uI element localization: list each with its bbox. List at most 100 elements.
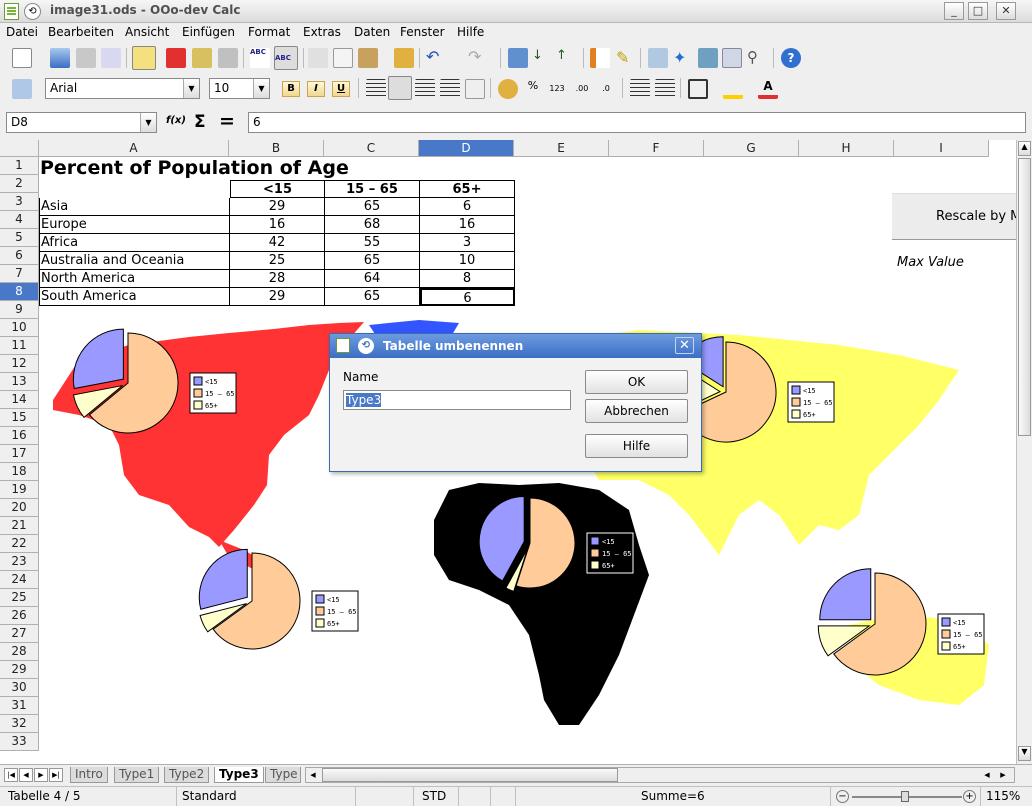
header-cell[interactable]: 15 – 65 (325, 180, 420, 198)
autospell-icon[interactable]: ABC (274, 46, 298, 70)
save-icon[interactable] (76, 48, 96, 68)
copy-icon[interactable] (333, 48, 353, 68)
font-name-dropdown[interactable]: ▼ (183, 79, 199, 98)
help-icon[interactable]: ? (781, 48, 801, 68)
row-header-18[interactable]: 18 (0, 463, 39, 481)
undo-icon[interactable]: ↶ (426, 47, 440, 66)
sheet-title[interactable]: Percent of Population of Age (40, 157, 349, 179)
row-header-17[interactable]: 17 (0, 445, 39, 463)
row-header-22[interactable]: 22 (0, 535, 39, 553)
menu-fenster[interactable]: Fenster (400, 25, 445, 39)
zoom-in-icon[interactable]: + (963, 790, 976, 803)
background-color-icon[interactable] (723, 79, 743, 99)
row-header-2[interactable]: 2 (0, 175, 39, 193)
row-header-26[interactable]: 26 (0, 607, 39, 625)
value-cell[interactable]: 42 (230, 234, 325, 252)
row-header-33[interactable]: 33 (0, 733, 39, 751)
close-button[interactable]: ✕ (996, 2, 1016, 20)
font-color-icon[interactable]: A (758, 79, 778, 99)
new-doc-icon[interactable] (12, 48, 32, 68)
value-cell[interactable]: 3 (420, 234, 515, 252)
row-header-31[interactable]: 31 (0, 697, 39, 715)
header-cell[interactable]: 65+ (420, 180, 515, 198)
minimize-button[interactable]: _ (944, 2, 964, 20)
draw-functions-icon[interactable]: ✎ (616, 48, 630, 67)
merge-cells-icon[interactable] (465, 79, 485, 99)
row-header-28[interactable]: 28 (0, 643, 39, 661)
formula-input[interactable]: 6 (248, 112, 1026, 133)
region-cell[interactable]: South America (40, 288, 230, 306)
row-header-7[interactable]: 7 (0, 265, 39, 283)
row-header-25[interactable]: 25 (0, 589, 39, 607)
add-decimal-icon[interactable]: .00 (575, 84, 589, 93)
sort-asc-icon[interactable]: ↓ (532, 48, 543, 63)
clone-icon[interactable] (394, 48, 414, 68)
maximize-button[interactable]: □ (968, 2, 988, 20)
column-header-i[interactable]: I (894, 140, 989, 157)
value-cell[interactable]: 68 (325, 216, 420, 234)
dialog-close-icon[interactable]: ✕ (675, 337, 694, 354)
edit-doc-icon[interactable] (101, 48, 121, 68)
sum-icon[interactable]: Σ (194, 112, 206, 132)
row-header-3[interactable]: 3 (0, 193, 39, 211)
value-cell[interactable]: 29 (230, 198, 325, 216)
tab-type3[interactable]: Type3 (214, 767, 264, 783)
prev-sheet-icon[interactable]: ◀ (19, 768, 33, 782)
standard-format-icon[interactable]: 123 (549, 84, 565, 93)
tab-type4[interactable]: Type (265, 767, 301, 783)
align-center-icon[interactable] (388, 76, 412, 100)
row-header-20[interactable]: 20 (0, 499, 39, 517)
horizontal-scroll-thumb[interactable] (322, 768, 618, 782)
row-header-15[interactable]: 15 (0, 409, 39, 427)
scroll-left-icon[interactable]: ◀ (310, 771, 316, 779)
name-box[interactable]: D8 (6, 112, 157, 133)
value-cell[interactable]: 29 (230, 288, 325, 306)
value-cell[interactable]: 6 (420, 198, 515, 216)
datasource-icon[interactable] (722, 48, 742, 68)
menu-extras[interactable]: Extras (303, 25, 341, 39)
status-selection-mode[interactable]: STD (422, 789, 447, 803)
tab-intro[interactable]: Intro (70, 767, 108, 783)
name-box-dropdown[interactable]: ▼ (140, 113, 156, 132)
status-page-style[interactable]: Standard (182, 789, 237, 803)
rescale-button[interactable]: Rescale by M (892, 193, 1016, 240)
vertical-scrollbar[interactable]: ▲ ▼ (1016, 140, 1032, 764)
row-header-5[interactable]: 5 (0, 229, 39, 247)
cut-icon[interactable] (308, 48, 328, 68)
navigator-icon[interactable]: ✦ (673, 48, 687, 67)
column-header-f[interactable]: F (609, 140, 704, 157)
zoom-icon[interactable]: ⚲ (747, 48, 758, 66)
menu-hilfe[interactable]: Hilfe (457, 25, 485, 39)
menu-ansicht[interactable]: Ansicht (125, 25, 170, 39)
menu-einfuegen[interactable]: Einfügen (182, 25, 235, 39)
cancel-button[interactable]: Abbrechen (585, 399, 688, 423)
value-cell[interactable]: 65 (325, 288, 420, 306)
value-cell[interactable]: 65 (325, 252, 420, 270)
percent-icon[interactable]: % (527, 79, 539, 92)
tab-type2[interactable]: Type2 (164, 767, 210, 783)
region-cell[interactable]: Africa (40, 234, 230, 252)
spellcheck-icon[interactable]: ABC (250, 48, 270, 68)
value-cell[interactable]: 16 (230, 216, 325, 234)
first-sheet-icon[interactable]: |◀ (4, 768, 18, 782)
column-header-g[interactable]: G (704, 140, 799, 157)
region-cell[interactable]: Australia and Oceania (40, 252, 230, 270)
column-header-a[interactable]: A (39, 140, 229, 157)
value-cell[interactable]: 16 (420, 216, 515, 234)
column-header-c[interactable]: C (324, 140, 419, 157)
value-cell[interactable]: 64 (325, 270, 420, 288)
open-icon[interactable] (50, 48, 70, 68)
zoom-slider-thumb[interactable] (901, 791, 909, 802)
value-cell[interactable]: 8 (420, 270, 515, 288)
row-header-13[interactable]: 13 (0, 373, 39, 391)
edit-mode-icon[interactable] (132, 46, 156, 70)
underline-button[interactable]: U (332, 81, 350, 97)
window-menu-icon[interactable]: ⟲ (24, 3, 41, 20)
menu-daten[interactable]: Daten (354, 25, 391, 39)
row-header-9[interactable]: 9 (0, 301, 39, 319)
dialog-menu-icon[interactable]: ⟲ (358, 338, 374, 354)
select-all-corner[interactable] (0, 140, 39, 157)
tab-type1[interactable]: Type1 (114, 767, 160, 783)
function-icon[interactable]: = (219, 110, 235, 132)
menu-format[interactable]: Format (248, 25, 291, 39)
